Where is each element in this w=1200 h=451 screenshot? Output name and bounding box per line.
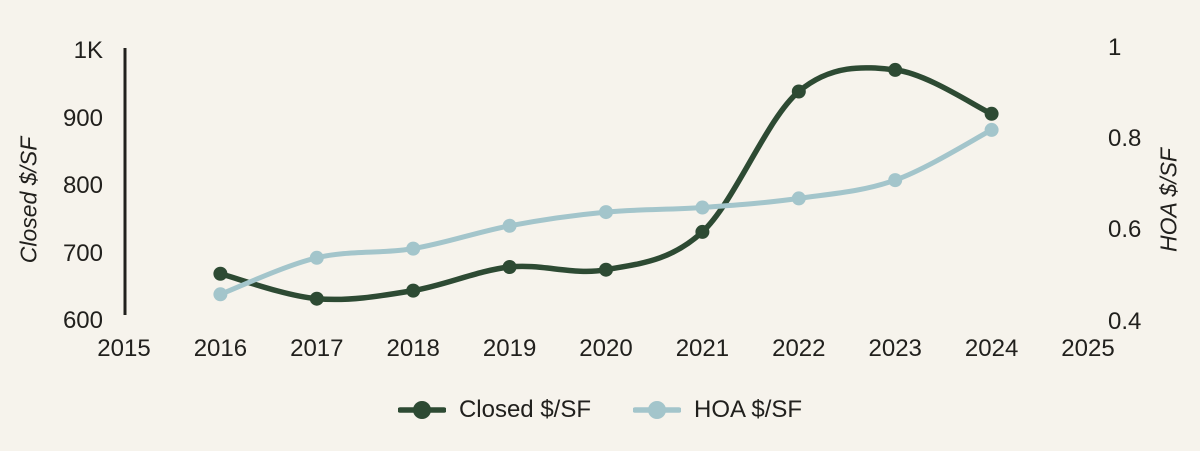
- x-axis-tick-2022: 2022: [772, 335, 826, 362]
- hoa-point-2022: [791, 191, 806, 206]
- closed-point-2023: [888, 62, 903, 77]
- x-axis-tick-2018: 2018: [386, 335, 440, 362]
- hoa-point-2020: [599, 205, 613, 220]
- closed-point-2022: [791, 84, 806, 99]
- right-axis-title: HOA $/SF: [1155, 148, 1182, 252]
- closed-point-2016: [213, 266, 228, 281]
- hoa-point-2018: [406, 241, 421, 256]
- left-axis-tick-800: 800: [62, 172, 103, 199]
- hoa-point-2023: [888, 173, 903, 188]
- left-axis-tick-700: 700: [62, 239, 103, 267]
- x-axis-tick-2021: 2021: [675, 335, 730, 362]
- closed-point-2017: [309, 291, 324, 306]
- legend-item-hoa[interactable]: HOA $/SF: [633, 398, 802, 422]
- left-axis-title: Closed $/SF: [15, 136, 42, 264]
- right-axis-tick-0.8: 0.8: [1108, 125, 1142, 153]
- closed-point-2019: [502, 260, 517, 274]
- legend-hoa-label: HOA $/SF: [694, 396, 803, 423]
- legend: Closed $/SF HOA $/SF: [0, 398, 1200, 422]
- hoa-point-2016: [213, 287, 228, 302]
- closed-series-line: [217, 65, 995, 303]
- x-axis-tick-2025: 2025: [1061, 335, 1115, 362]
- legend-hoa-marker-icon: [633, 401, 681, 419]
- x-axis-tick-2024: 2024: [964, 335, 1019, 362]
- legend-closed-label: Closed $/SF: [458, 396, 591, 423]
- left-axis-tick-900: 900: [62, 104, 103, 132]
- x-axis-tick-2017: 2017: [290, 335, 344, 362]
- x-axis-tick-2015: 2015: [97, 335, 151, 362]
- legend-item-closed[interactable]: Closed $/SF: [397, 396, 591, 423]
- hoa-point-2021: [695, 200, 710, 215]
- hoa-point-2017: [309, 250, 324, 265]
- left-axis-tick-600: 600: [62, 307, 103, 334]
- x-axis-tick-2019: 2019: [482, 335, 537, 362]
- x-axis-tick-2020: 2020: [579, 335, 633, 362]
- closed-point-2018: [406, 283, 421, 298]
- right-axis-tick-1: 1: [1108, 33, 1122, 61]
- right-axis-tick-0.4: 0.4: [1108, 307, 1142, 335]
- hoa-point-2024: [984, 122, 999, 137]
- x-axis-tick-2016: 2016: [193, 335, 248, 362]
- closed-point-2024: [984, 106, 999, 121]
- closed-point-2020: [599, 262, 613, 277]
- x-axis-tick-2023: 2023: [868, 335, 922, 362]
- right-axis-tick-0.6: 0.6: [1108, 216, 1142, 244]
- hoa-point-2019: [502, 218, 517, 233]
- left-axis-tick-1K: 1K: [73, 37, 103, 64]
- legend-closed-marker-icon: [397, 401, 446, 419]
- closed-point-2021: [695, 224, 710, 239]
